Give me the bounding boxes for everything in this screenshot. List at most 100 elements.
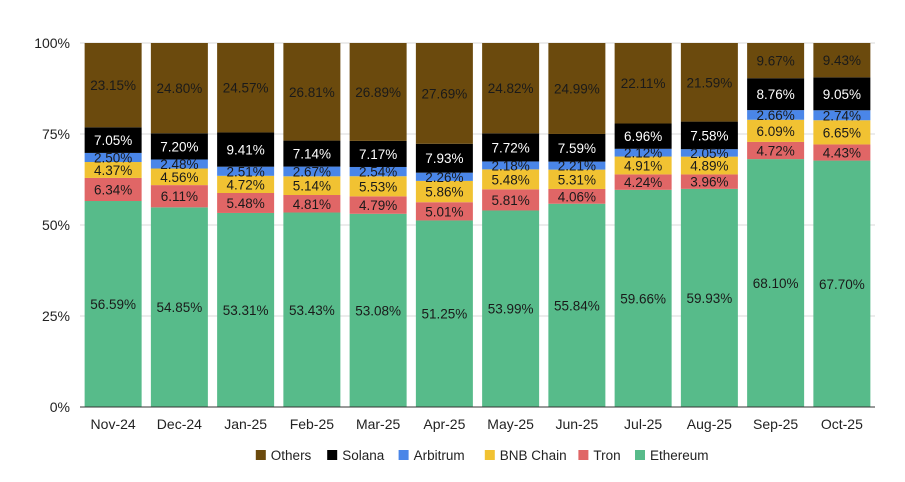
bar-segment-bnb-chain bbox=[813, 120, 871, 145]
data-label: 2.50% bbox=[94, 150, 132, 165]
data-label: 7.17% bbox=[359, 147, 397, 162]
y-tick-label: 0% bbox=[50, 399, 70, 415]
bar-segment-ethereum bbox=[84, 201, 142, 407]
gridlines bbox=[80, 42, 875, 317]
bar-segment-bnb-chain bbox=[150, 168, 208, 186]
axes: 0% 25% 50% 75% 100% Nov-24 Dec-24 Jan-25 Feb-25 M… bbox=[34, 35, 875, 432]
data-label: 7.58% bbox=[690, 128, 728, 143]
data-label: 2.26% bbox=[425, 170, 463, 185]
legend-label: Others bbox=[271, 448, 312, 463]
data-label: 8.76% bbox=[756, 87, 794, 102]
data-label: 5.31% bbox=[558, 172, 596, 187]
bar-segment-solana bbox=[614, 123, 672, 149]
legend-swatch bbox=[484, 450, 495, 460]
bar-segment-arbitrum bbox=[614, 148, 672, 157]
bar-segment-others bbox=[217, 43, 275, 133]
bar-segment-solana bbox=[349, 140, 407, 167]
legend-swatch bbox=[398, 450, 409, 460]
data-label: 9.41% bbox=[226, 143, 264, 158]
data-label: 5.14% bbox=[293, 179, 331, 194]
bar-segment-ethereum bbox=[747, 159, 805, 407]
data-label: 7.20% bbox=[160, 139, 198, 154]
bar-segment-ethereum bbox=[415, 220, 473, 407]
data-label: 21.59% bbox=[686, 75, 732, 90]
bar-segment-solana bbox=[217, 132, 275, 167]
bar-segment-tron bbox=[283, 195, 341, 213]
data-label: 5.86% bbox=[425, 185, 463, 200]
data-label: 2.12% bbox=[624, 146, 662, 161]
bar-segment-bnb-chain bbox=[747, 119, 805, 142]
x-tick-label: Sep-25 bbox=[753, 416, 798, 432]
data-label: 2.48% bbox=[160, 157, 198, 172]
legend-swatch bbox=[255, 450, 266, 460]
data-label: 24.57% bbox=[223, 81, 269, 96]
data-label: 6.11% bbox=[161, 189, 198, 204]
bar-segment-ethereum bbox=[614, 189, 672, 407]
data-label: 9.05% bbox=[823, 87, 861, 102]
data-label: 9.67% bbox=[756, 54, 794, 69]
bar-segment-arbitrum bbox=[84, 152, 142, 163]
data-label: 5.81% bbox=[491, 193, 529, 208]
bar-segment-others bbox=[84, 43, 142, 128]
bar-segment-bnb-chain bbox=[614, 156, 672, 175]
data-label: 6.65% bbox=[823, 125, 861, 140]
data-label: 9.43% bbox=[823, 53, 861, 68]
data-label: 51.25% bbox=[421, 307, 467, 322]
bar-segment-bnb-chain bbox=[349, 176, 407, 197]
data-label: 4.43% bbox=[823, 146, 861, 161]
bar-segment-tron bbox=[813, 144, 871, 161]
data-label: 7.93% bbox=[425, 151, 463, 166]
x-tick-label: May-25 bbox=[487, 416, 534, 432]
x-tick-label: Dec-24 bbox=[157, 416, 202, 432]
data-label: 4.81% bbox=[293, 197, 331, 212]
bar-segment-tron bbox=[84, 177, 142, 202]
bar-segment-tron bbox=[548, 188, 606, 204]
bar-segment-tron bbox=[614, 174, 672, 190]
bar-segment-tron bbox=[747, 141, 805, 160]
bar-segment-ethereum bbox=[349, 213, 407, 407]
bar-segment-solana bbox=[84, 127, 142, 153]
data-label: 7.72% bbox=[491, 140, 529, 155]
bar-segment-arbitrum bbox=[283, 166, 341, 177]
data-label: 5.53% bbox=[359, 179, 397, 194]
data-label: 53.99% bbox=[488, 302, 534, 317]
bar-segment-bnb-chain bbox=[548, 169, 606, 189]
data-label: 24.82% bbox=[488, 81, 534, 96]
data-label: 24.99% bbox=[554, 81, 600, 96]
data-label: 26.81% bbox=[289, 85, 335, 100]
bar-segment-ethereum bbox=[813, 160, 871, 407]
bar-segment-ethereum bbox=[217, 212, 275, 407]
bar-segment-arbitrum bbox=[482, 161, 540, 170]
data-label: 26.89% bbox=[355, 85, 401, 100]
data-label: 7.14% bbox=[293, 147, 331, 162]
data-label: 53.31% bbox=[223, 303, 269, 318]
legend: Others Solana Arbitrum BNB Chain Tron Ethereu… bbox=[255, 448, 709, 463]
x-tick-label: Mar-25 bbox=[356, 416, 401, 432]
data-label: 2.66% bbox=[756, 108, 794, 123]
bar-segment-others bbox=[680, 43, 738, 122]
x-tick-label: Aug-25 bbox=[687, 416, 732, 432]
bar-segment-tron bbox=[217, 193, 275, 213]
data-label: 2.54% bbox=[359, 165, 397, 180]
bar-segment-solana bbox=[415, 143, 473, 173]
bar-segment-arbitrum bbox=[747, 110, 805, 120]
bar-segment-ethereum bbox=[680, 188, 738, 407]
bar-segment-others bbox=[415, 43, 473, 144]
data-label: 5.48% bbox=[491, 172, 529, 187]
data-label: 59.66% bbox=[620, 291, 666, 306]
data-label: 2.21% bbox=[558, 159, 596, 174]
data-label: 53.08% bbox=[355, 303, 401, 318]
data-label: 56.59% bbox=[90, 297, 136, 312]
bar-segment-ethereum bbox=[150, 207, 208, 407]
data-label: 4.56% bbox=[160, 170, 198, 185]
bar-segment-arbitrum bbox=[415, 172, 473, 181]
data-label: 2.67% bbox=[293, 164, 331, 179]
data-label: 4.79% bbox=[359, 198, 397, 213]
bar-segment-arbitrum bbox=[548, 161, 606, 170]
data-label: 4.24% bbox=[624, 175, 662, 190]
legend-label: Tron bbox=[593, 448, 620, 463]
data-label: 6.96% bbox=[624, 129, 662, 144]
data-label: 4.37% bbox=[94, 163, 132, 178]
bar-segment-tron bbox=[415, 202, 473, 221]
